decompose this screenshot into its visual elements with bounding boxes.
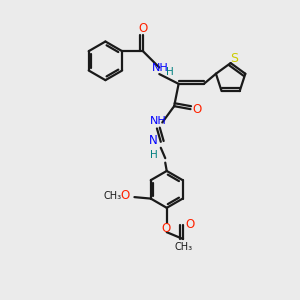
Text: NH: NH xyxy=(150,116,167,126)
Text: O: O xyxy=(138,22,148,35)
Text: CH₃: CH₃ xyxy=(103,191,121,201)
Text: NH: NH xyxy=(152,62,168,73)
Text: O: O xyxy=(185,218,194,231)
Text: S: S xyxy=(230,52,238,65)
Text: O: O xyxy=(192,103,202,116)
Text: H: H xyxy=(150,150,158,160)
Text: N: N xyxy=(149,134,158,147)
Text: O: O xyxy=(161,221,171,235)
Text: H: H xyxy=(167,67,174,77)
Text: O: O xyxy=(120,189,130,203)
Text: CH₃: CH₃ xyxy=(174,242,192,252)
